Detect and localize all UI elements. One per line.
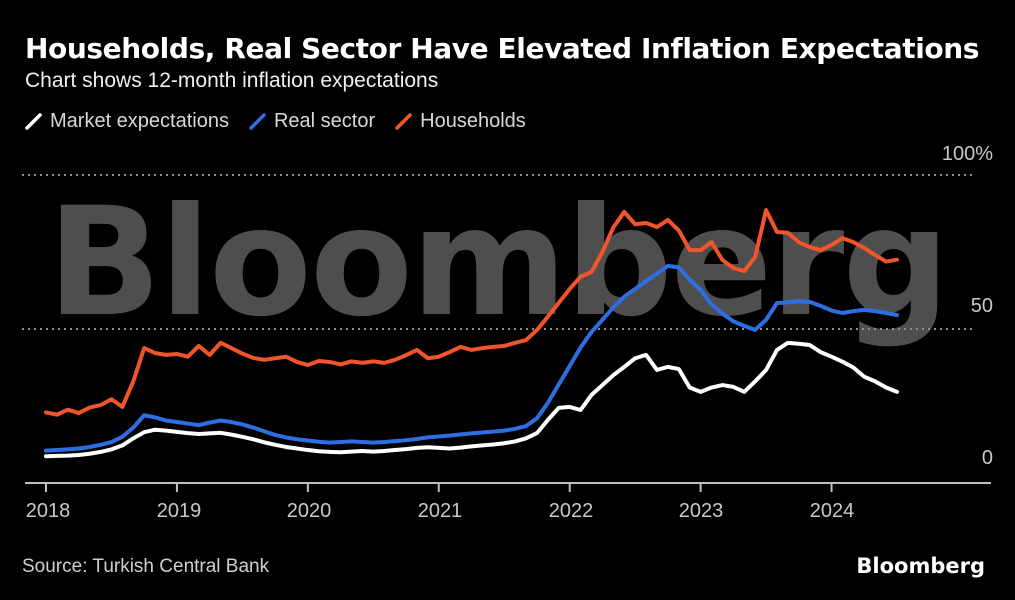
market-expectations-line-icon: [25, 113, 42, 130]
legend-item-households: Households: [395, 110, 526, 133]
legend-label: Real sector: [273, 110, 376, 132]
legend-label: Market expectations: [50, 110, 229, 132]
legend-item-market-expectations: Market expectations: [25, 110, 229, 133]
page-subtitle: Chart shows 12-month inflation expectati…: [25, 69, 439, 92]
y-axis-label-50: 50: [970, 295, 993, 317]
y-axis-label-100: 100%: [941, 143, 993, 165]
x-axis-label-2018: 2018: [25, 500, 71, 522]
x-axis-label-2021: 2021: [417, 500, 463, 522]
x-axis-label-2019: 2019: [156, 500, 202, 522]
source-note: Source: Turkish Central Bank: [22, 556, 270, 577]
households-line-icon: [395, 113, 412, 130]
legend-item-real-sector: Real sector: [249, 110, 375, 133]
chart-legend: Market expectations Real sector Househol…: [25, 110, 526, 133]
x-axis-label-2023: 2023: [678, 500, 724, 522]
x-axis-label-2022: 2022: [548, 500, 594, 522]
page-title: Households, Real Sector Have Elevated In…: [25, 32, 980, 65]
legend-label: Households: [420, 110, 526, 132]
real-sector-line-icon: [249, 113, 266, 130]
bloomberg-logo: Bloomberg: [856, 554, 985, 578]
x-axis-label-2024: 2024: [809, 500, 855, 522]
y-axis-label-0: 0: [981, 447, 993, 469]
x-axis-label-2020: 2020: [286, 500, 332, 522]
